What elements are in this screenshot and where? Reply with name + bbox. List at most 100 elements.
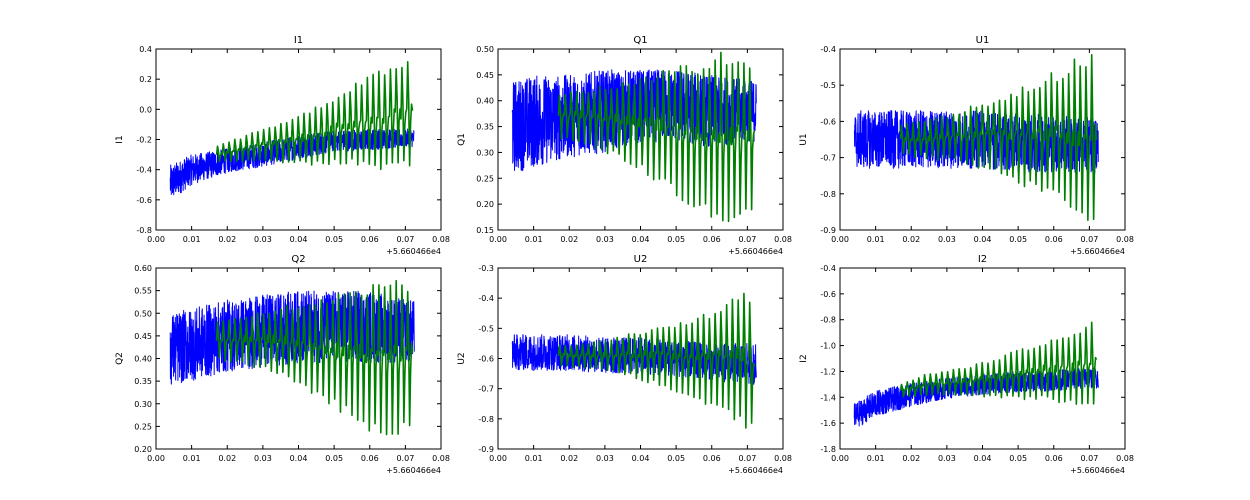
x-offset-label: +5.660466e4: [1070, 466, 1125, 475]
y-axis-label: Q1: [457, 133, 467, 146]
series-green-line: [557, 292, 756, 429]
x-tick-label: 0.08: [1116, 454, 1134, 463]
y-tick-label: 0.0: [139, 105, 152, 114]
x-tick-label: 0.00: [147, 235, 165, 244]
x-tick-label: 0.01: [525, 235, 543, 244]
y-tick-label: 0.55: [134, 287, 152, 296]
x-tick-label: 0.06: [1045, 454, 1063, 463]
y-tick-label: 0.35: [476, 123, 494, 132]
y-tick-label: -0.7: [478, 385, 494, 394]
x-tick-label: 0.03: [938, 235, 956, 244]
x-offset-label: +5.660466e4: [386, 247, 441, 256]
subplot-q2: 0.00 0.01 0.02 0.03 0.04 0.05 0.06 0.07 0.08 0.20…: [115, 254, 450, 475]
y-tick-label: -0.5: [820, 81, 836, 90]
x-tick-label: 0.05: [667, 235, 685, 244]
x-tick-label: 0.00: [831, 235, 849, 244]
plot-area: [169, 279, 415, 436]
x-offset-label: +5.660466e4: [728, 247, 783, 256]
y-tick-label: -0.8: [478, 415, 494, 424]
y-tick-label: -0.5: [478, 324, 494, 333]
subplot-title: U1: [976, 35, 990, 46]
y-tick-label: 0.20: [134, 445, 152, 454]
x-offset-label: +5.660466e4: [386, 466, 441, 475]
x-tick-label: 0.08: [1116, 235, 1134, 244]
y-axis-label: U1: [799, 133, 809, 145]
series-green-line: [557, 51, 756, 223]
x-tick-label: 0.05: [1009, 235, 1027, 244]
x-tick-label: 0.07: [1080, 235, 1098, 244]
y-axis-label: I1: [115, 135, 125, 143]
plot-area: [169, 60, 415, 196]
x-tick-label: 0.03: [596, 235, 614, 244]
x-tick-label: 0.03: [938, 454, 956, 463]
x-tick-label: 0.00: [831, 454, 849, 463]
y-tick-label: -0.4: [820, 264, 836, 273]
y-tick-label: 0.35: [134, 377, 152, 386]
x-tick-label: 0.06: [703, 235, 721, 244]
x-tick-label: 0.08: [774, 235, 792, 244]
x-tick-label: 0.06: [361, 454, 379, 463]
y-tick-label: 0.4: [139, 45, 152, 54]
x-tick-label: 0.04: [974, 454, 992, 463]
x-tick-label: 0.05: [667, 454, 685, 463]
x-tick-label: 0.00: [489, 235, 507, 244]
y-tick-label: -1.2: [820, 367, 836, 376]
subplot-title: I1: [294, 35, 303, 46]
x-tick-label: 0.02: [902, 454, 920, 463]
x-tick-label: 0.07: [396, 454, 414, 463]
subplot-i1: 0.00 0.01 0.02 0.03 0.04 0.05 0.06 0.07 0.08 -0.8…: [115, 35, 450, 256]
plot-area: [853, 53, 1099, 221]
x-tick-label: 0.04: [632, 454, 650, 463]
y-tick-label: -0.2: [136, 136, 152, 145]
y-tick-label: -0.9: [478, 445, 494, 454]
x-tick-label: 0.05: [325, 235, 343, 244]
subplot-q1: 0.00 0.01 0.02 0.03 0.04 0.05 0.06 0.07 0.08 0.15…: [457, 35, 792, 256]
x-tick-label: 0.01: [867, 235, 885, 244]
y-tick-label: -1.0: [820, 342, 836, 351]
axes-frame: [839, 267, 1126, 450]
series-green-line: [899, 321, 1098, 405]
y-tick-label: -0.6: [478, 355, 494, 364]
y-tick-label: 0.30: [476, 148, 494, 157]
y-axis-label: U2: [457, 352, 467, 364]
y-tick-label: 0.15: [476, 226, 494, 235]
x-tick-label: 0.03: [596, 454, 614, 463]
y-tick-label: -0.6: [820, 117, 836, 126]
x-tick-label: 0.07: [738, 235, 756, 244]
x-tick-label: 0.04: [974, 235, 992, 244]
x-tick-label: 0.04: [290, 235, 308, 244]
x-tick-label: 0.03: [254, 454, 272, 463]
x-tick-label: 0.02: [218, 235, 236, 244]
y-tick-label: 0.20: [476, 200, 494, 209]
subplot-u2: 0.00 0.01 0.02 0.03 0.04 0.05 0.06 0.07 0.08 -0.9…: [457, 254, 792, 475]
subplot-title: I2: [978, 254, 987, 265]
x-tick-label: 0.08: [432, 454, 450, 463]
x-tick-label: 0.02: [902, 235, 920, 244]
x-tick-label: 0.06: [703, 454, 721, 463]
x-tick-label: 0.00: [147, 454, 165, 463]
x-tick-label: 0.01: [867, 454, 885, 463]
subplot-title: Q1: [633, 35, 647, 46]
y-tick-label: 0.25: [476, 174, 494, 183]
y-tick-label: -0.4: [478, 294, 494, 303]
y-tick-label: -0.6: [820, 290, 836, 299]
subplot-i2: 0.00 0.01 0.02 0.03 0.04 0.05 0.06 0.07 0.08 -1.8…: [799, 254, 1134, 475]
subplot-title: Q2: [291, 254, 305, 265]
x-tick-label: 0.04: [632, 235, 650, 244]
x-tick-label: 0.08: [774, 454, 792, 463]
y-tick-label: -1.8: [820, 445, 836, 454]
y-tick-label: 0.25: [134, 422, 152, 431]
y-tick-label: 0.40: [476, 97, 494, 106]
series-green-line: [215, 60, 414, 171]
x-tick-label: 0.04: [290, 454, 308, 463]
y-tick-label: 0.50: [134, 309, 152, 318]
x-offset-label: +5.660466e4: [1070, 247, 1125, 256]
x-tick-label: 0.00: [489, 454, 507, 463]
series-blue-line: [169, 128, 415, 196]
series-green-line: [899, 53, 1098, 221]
x-tick-label: 0.02: [560, 454, 578, 463]
plot-area: [511, 51, 757, 223]
series-green-line: [215, 279, 414, 436]
x-tick-label: 0.06: [1045, 235, 1063, 244]
y-tick-label: -0.6: [136, 196, 152, 205]
